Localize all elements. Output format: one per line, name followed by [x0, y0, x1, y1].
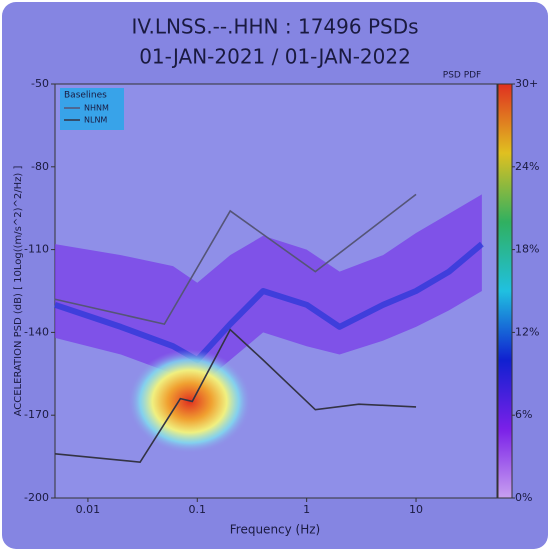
chart-title: IV.LNSS.--.HHN : 17496 PSDs: [131, 15, 418, 39]
y-tick-label: -170: [24, 408, 49, 421]
legend-label: NLNM: [84, 116, 107, 125]
colorbar-tick-label: 24%: [515, 160, 539, 173]
colorbar-tick-label: 12%: [515, 325, 539, 338]
y-tick-label: -50: [31, 77, 49, 90]
colorbar-tick-label: 0%: [515, 491, 532, 504]
chart-subtitle: 01-JAN-2021 / 01-JAN-2022: [139, 45, 411, 69]
colorbar-tick-label: 30+: [515, 77, 538, 90]
legend-title: Baselines: [64, 91, 107, 101]
colorbar-tick-label: 18%: [515, 243, 539, 256]
legend-label: NHNM: [84, 104, 109, 113]
y-tick-label: -140: [24, 325, 49, 338]
legend: Baselines NHNM NLNM: [60, 88, 124, 130]
y-tick-label: -200: [24, 491, 49, 504]
colorbar-label: PSD PDF: [443, 71, 481, 81]
x-tick-label: 1: [303, 503, 310, 516]
pdf-mode: [54, 241, 484, 363]
x-tick-label: 0.01: [76, 503, 101, 516]
x-tick-label: 0.1: [189, 503, 207, 516]
x-axis-label: Frequency (Hz): [230, 523, 321, 537]
baseline-line: [54, 328, 417, 463]
y-axis-label: ACCELERATION PSD (dB) [ 10Log((m/s^2)^2/…: [13, 166, 24, 417]
legend-box: [60, 88, 124, 130]
y-tick-label: -110: [24, 243, 49, 256]
baseline-line: [54, 193, 417, 326]
y-tick-label: -80: [31, 160, 49, 173]
colorbar: [497, 83, 513, 499]
x-tick-label: 10: [409, 503, 423, 516]
colorbar-tick-label: 6%: [515, 408, 532, 421]
